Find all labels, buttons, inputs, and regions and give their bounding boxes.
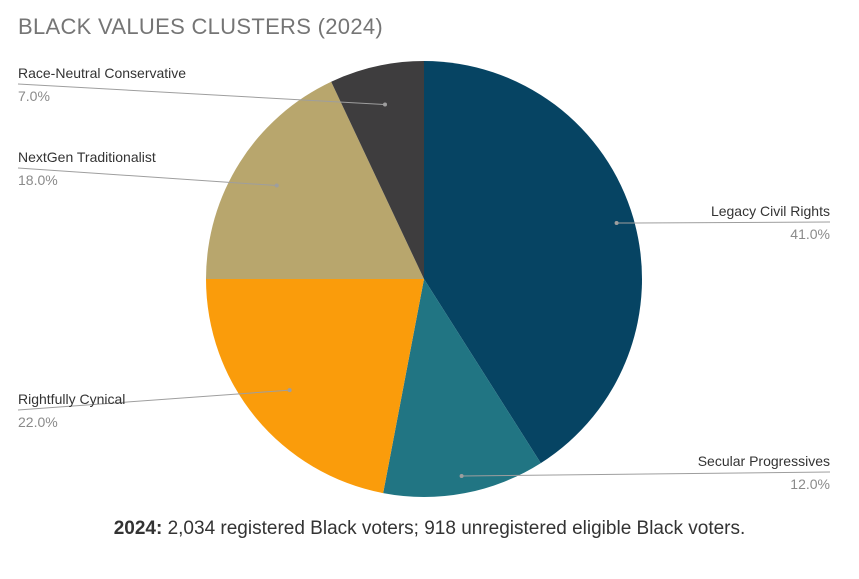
pie-slice-legacy-civil-rights: [424, 61, 642, 464]
leader-line: [17, 389, 290, 411]
slice-percent: 41.0%: [790, 226, 830, 242]
leader-dot: [614, 221, 619, 226]
slice-label: Race-Neutral Conservative: [18, 65, 186, 81]
pie-slice-nextgen-traditionalist: [206, 81, 424, 279]
slice-percent: 12.0%: [790, 476, 830, 492]
leader-dot: [459, 474, 464, 479]
slice-label: NextGen Traditionalist: [18, 149, 156, 165]
chart-title: BLACK VALUES CLUSTERS (2024): [18, 14, 384, 39]
slice-percent: 22.0%: [18, 414, 58, 430]
slice-label: Legacy Civil Rights: [711, 203, 830, 219]
slice-label: Rightfully Cynical: [18, 391, 125, 407]
pie-slice-rightfully-cynical: [206, 279, 424, 494]
leader-dot: [383, 102, 388, 107]
leader-line: [616, 221, 831, 224]
slice-percent: 18.0%: [18, 172, 58, 188]
footnote-text: 2,034 registered Black voters; 918 unreg…: [162, 518, 746, 539]
leader-dot: [274, 183, 279, 188]
leader-line: [461, 471, 831, 477]
pie-slice-race-neutral-conservative: [331, 61, 424, 279]
leader-line: [17, 167, 277, 187]
footnote: 2024: 2,034 registered Black voters; 918…: [0, 518, 859, 540]
slice-label: Secular Progressives: [698, 453, 830, 469]
pie-slice-secular-progressives: [383, 279, 541, 497]
footnote-year: 2024:: [113, 518, 163, 539]
leader-dot: [287, 388, 292, 393]
slice-percent: 7.0%: [18, 88, 50, 104]
leader-line: [17, 83, 386, 106]
